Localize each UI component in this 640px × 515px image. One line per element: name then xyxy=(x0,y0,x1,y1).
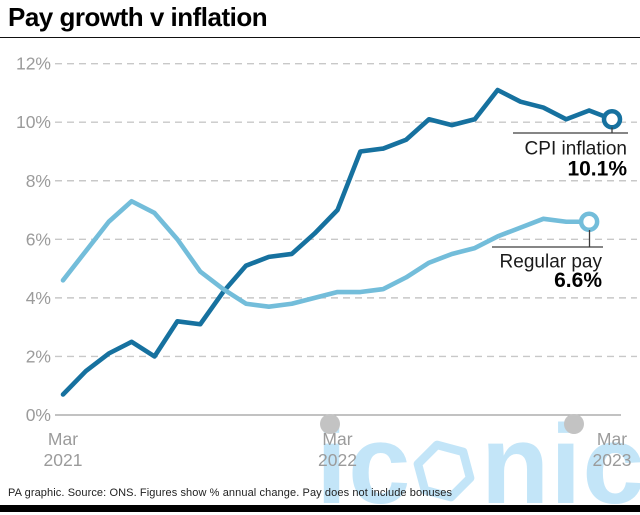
y-tick-label-0%: 0% xyxy=(26,405,51,425)
x-tick-label-month-2023: Mar xyxy=(597,429,627,449)
page-title: Pay growth v inflation xyxy=(8,2,268,32)
regular-pay-series-line xyxy=(60,198,592,309)
y-tick-label-4%: 4% xyxy=(26,288,51,308)
x-tick-label-year-2022: 2022 xyxy=(318,450,357,470)
x-tick-label-month-2021: Mar xyxy=(48,429,78,449)
y-tick-label-12%: 12% xyxy=(16,54,51,74)
watermark: iconic xyxy=(316,402,640,515)
pay-endpoint-marker xyxy=(578,211,600,233)
pay-annotation-value: 6.6% xyxy=(554,269,602,292)
gridlines xyxy=(55,62,637,416)
cpi-annotation-value: 10.1% xyxy=(567,158,627,181)
y-axis-labels: 0% 2% 4% 6% 8% 10% 12% xyxy=(16,54,51,425)
pay-annotation: Regular pay 6.6% xyxy=(492,230,603,292)
watermark-text: iconic xyxy=(316,402,640,515)
cpi-endpoint-marker xyxy=(601,109,623,130)
y-tick-label-8%: 8% xyxy=(26,171,51,191)
y-tick-label-6%: 6% xyxy=(26,229,51,249)
cpi-annotation: CPI inflation 10.1% xyxy=(513,127,628,181)
pay-annotation-label: Regular pay xyxy=(500,252,603,273)
watermark-hexagon-icon xyxy=(413,440,475,502)
cpi-annotation-label: CPI inflation xyxy=(525,139,627,160)
source-note: PA graphic. Source: ONS. Figures show % … xyxy=(8,487,453,499)
cpi-inflation-series-line xyxy=(60,87,615,397)
bottom-bar xyxy=(0,505,640,512)
y-tick-label-2%: 2% xyxy=(26,346,51,366)
x-tick-label-year-2021: 2021 xyxy=(44,450,83,470)
x-tick-label-year-2023: 2023 xyxy=(593,450,632,470)
x-axis-dot-2023 xyxy=(564,414,584,434)
x-axis-dot-2022 xyxy=(320,414,340,434)
y-tick-label-10%: 10% xyxy=(16,112,51,132)
x-tick-label-month-2022: Mar xyxy=(322,429,352,449)
title-rule xyxy=(0,36,640,39)
